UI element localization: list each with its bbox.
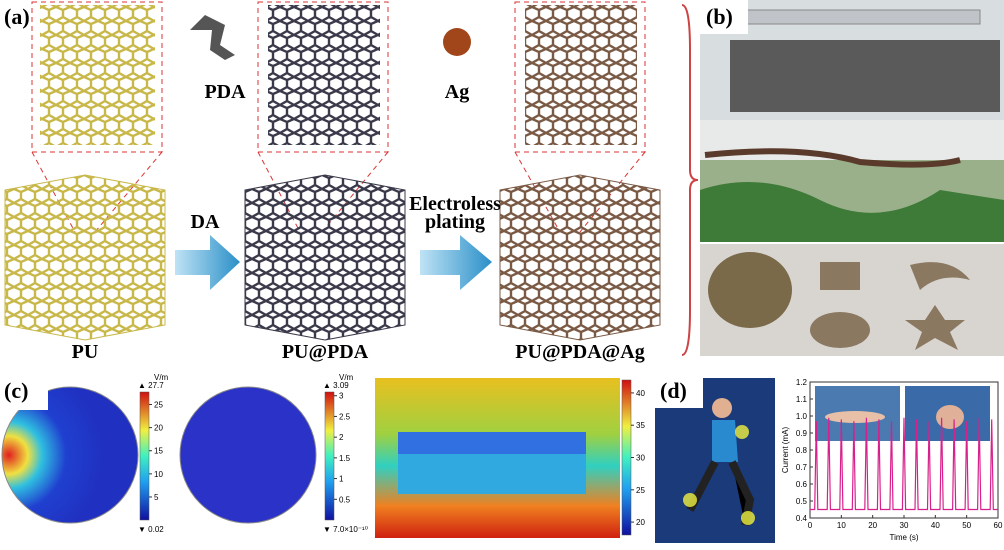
colorbar-unit: V/m bbox=[154, 373, 169, 382]
colorbar-tick-label: 15 bbox=[154, 447, 163, 456]
panel-label: (d) bbox=[660, 378, 687, 403]
foam-pu-pda-ag bbox=[499, 1, 661, 341]
field-map bbox=[179, 386, 317, 524]
colorbar bbox=[324, 391, 335, 521]
colorbar-tick-label: 2 bbox=[339, 433, 344, 442]
colorbar-tick-label: 40 bbox=[636, 389, 645, 398]
y-tick-label: 0.4 bbox=[796, 514, 808, 523]
foam-pu-pda bbox=[244, 1, 406, 341]
y-tick-label: 1.2 bbox=[796, 378, 808, 387]
field-map bbox=[1, 386, 139, 524]
colorbar-min: ▼ 7.0×10⁻¹⁰ bbox=[323, 525, 368, 534]
colorbar-tick-label: 1.5 bbox=[339, 454, 351, 463]
step-label: DA bbox=[191, 211, 220, 233]
colorbar-tick-label: 25 bbox=[636, 486, 645, 495]
colorbar-max: ▲ 27.7 bbox=[138, 381, 164, 390]
colorbar-tick-label: 10 bbox=[154, 470, 163, 479]
y-tick-label: 0.8 bbox=[796, 446, 808, 455]
label-bg bbox=[700, 0, 748, 34]
y-tick-label: 1.1 bbox=[796, 395, 808, 404]
current-line bbox=[810, 417, 998, 511]
panel-label: (b) bbox=[706, 4, 733, 29]
ag-particle bbox=[443, 28, 471, 56]
finger bbox=[825, 411, 885, 423]
colorbar-max: ▲ 3.09 bbox=[323, 381, 349, 390]
panel-label: (a) bbox=[4, 4, 30, 29]
y-tick-label: 0.9 bbox=[796, 429, 808, 438]
x-tick-label: 30 bbox=[900, 521, 909, 530]
y-tick-label: 1.0 bbox=[796, 412, 808, 421]
foam-pu bbox=[4, 1, 166, 341]
y-tick-label: 0.6 bbox=[796, 480, 808, 489]
x-tick-label: 0 bbox=[808, 521, 813, 530]
stage-label: PU@PDA bbox=[282, 341, 369, 363]
colorbar-unit: V/m bbox=[339, 373, 354, 382]
x-tick-label: 50 bbox=[962, 521, 971, 530]
x-tick-label: 10 bbox=[837, 521, 846, 530]
stage-label: PU bbox=[72, 341, 99, 363]
ag-label: Ag bbox=[445, 81, 469, 103]
x-tick-label: 60 bbox=[994, 521, 1003, 530]
photo-strip bbox=[700, 0, 1004, 120]
photo-plants bbox=[700, 120, 1004, 242]
x-tick-label: 40 bbox=[931, 521, 940, 530]
colorbar-tick-label: 35 bbox=[636, 421, 645, 430]
colorbar-tick-label: 0.5 bbox=[339, 495, 351, 504]
brace bbox=[681, 4, 699, 356]
colorbar-tick-label: 30 bbox=[636, 454, 645, 463]
colorbar bbox=[621, 379, 632, 536]
colorbar-tick-label: 25 bbox=[154, 400, 163, 409]
panel-label: (c) bbox=[4, 378, 28, 403]
colorbar-tick-label: 20 bbox=[636, 518, 645, 527]
y-tick-label: 0.5 bbox=[796, 497, 808, 506]
photo-shapes bbox=[700, 244, 1004, 356]
colorbar bbox=[139, 391, 150, 521]
thermal-image bbox=[375, 378, 620, 538]
colorbar-tick-label: 20 bbox=[154, 424, 163, 433]
step-label: plating bbox=[425, 211, 485, 233]
x-tick-label: 20 bbox=[868, 521, 877, 530]
colorbar-tick-label: 2.5 bbox=[339, 412, 351, 421]
finger bbox=[936, 405, 964, 429]
stage-label: PU@PDA@Ag bbox=[515, 341, 644, 363]
y-tick-label: 0.7 bbox=[796, 463, 808, 472]
y-axis-label: Current (mA) bbox=[781, 427, 790, 474]
pda-label: PDA bbox=[204, 81, 246, 103]
label-bg bbox=[0, 372, 48, 410]
x-axis-label: Time (s) bbox=[889, 533, 918, 542]
colorbar-tick-label: 1 bbox=[339, 475, 344, 484]
label-bg bbox=[655, 372, 703, 408]
colorbar-min: ▼ 0.02 bbox=[138, 525, 164, 534]
pda-sheet bbox=[190, 15, 235, 60]
step-label: Electroless bbox=[409, 193, 501, 215]
colorbar-tick-label: 3 bbox=[339, 392, 344, 401]
arrow-plating bbox=[420, 235, 492, 290]
colorbar-tick-label: 5 bbox=[154, 493, 159, 502]
arrow-da bbox=[175, 235, 240, 290]
